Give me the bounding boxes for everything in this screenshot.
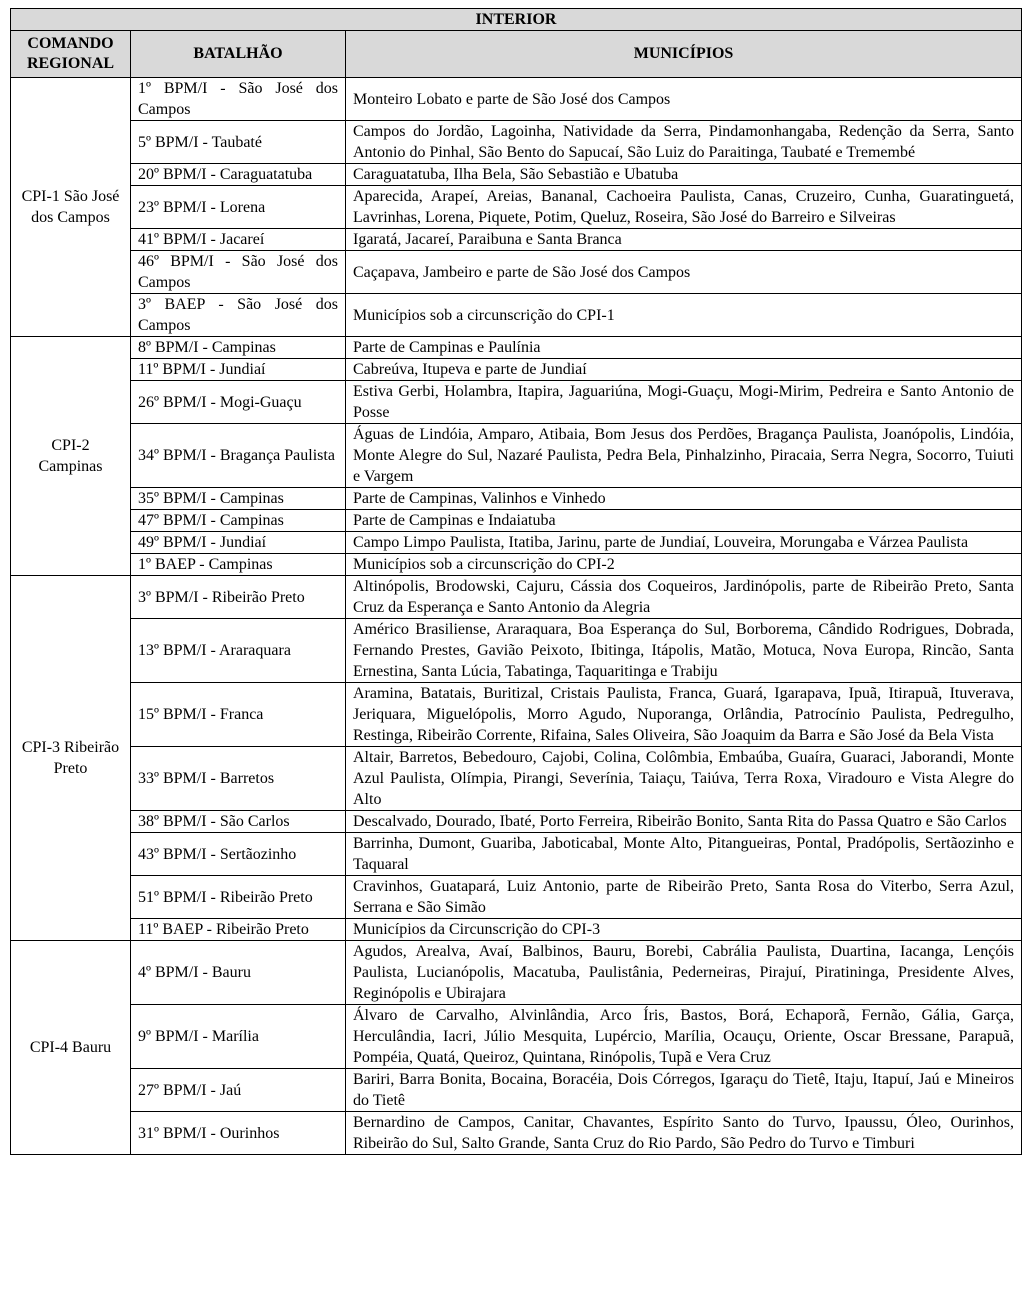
municipios-cell: Aparecida, Arapeí, Areias, Bananal, Cach…	[345, 185, 1022, 229]
interior-table: INTERIOR COMANDO REGIONAL BATALHÃO MUNIC…	[10, 8, 1022, 1155]
header-municipios: MUNICÍPIOS	[345, 30, 1022, 78]
batalhao-cell: 15º BPM/I - Franca	[130, 682, 346, 747]
batalhao-cell: 13º BPM/I - Araraquara	[130, 618, 346, 683]
table-row: CPI-4 Bauru 4º BPM/I - Bauru Agudos, Areal…	[10, 940, 1022, 1155]
table-body: CPI-1 São José dos Campos 1º BPM/I - São …	[10, 77, 1022, 1155]
table-row: 3º BAEP - São José dos Campos Municípios …	[11, 293, 1022, 337]
batalhao-cell: 35º BPM/I - Campinas	[130, 487, 346, 510]
municipios-cell: Municípios da Circunscrição do CPI-3	[345, 918, 1022, 941]
batalhao-cell: 27º BPM/I - Jaú	[130, 1068, 346, 1112]
municipios-cell: Américo Brasiliense, Araraquara, Boa Esp…	[345, 618, 1022, 683]
batalhao-cell: 1º BAEP - Campinas	[130, 553, 346, 576]
regional-command: CPI-1 São José dos Campos	[10, 77, 131, 337]
municipios-cell: Altair, Barretos, Bebedouro, Cajobi, Col…	[345, 746, 1022, 811]
batalhao-cell: 5º BPM/I - Taubaté	[130, 120, 346, 164]
table-row: 51º BPM/I - Ribeirão Preto Cravinhos, Gua…	[11, 875, 1022, 919]
table-row: 27º BPM/I - Jaú Bariri, Barra Bonita, Boc…	[11, 1068, 1022, 1112]
table-row: 41º BPM/I - Jacareí Igaratá, Jacareí, Par…	[11, 228, 1022, 251]
municipios-cell: Altinópolis, Brodowski, Cajuru, Cássia d…	[345, 575, 1022, 619]
municipios-cell: Descalvado, Dourado, Ibaté, Porto Ferrei…	[345, 810, 1022, 833]
batalhao-cell: 38º BPM/I - São Carlos	[130, 810, 346, 833]
table-row: 5º BPM/I - Taubaté Campos do Jordão, Lago…	[11, 120, 1022, 164]
table-row: 33º BPM/I - Barretos Altair, Barretos, Be…	[11, 746, 1022, 811]
batalhao-cell: 3º BAEP - São José dos Campos	[130, 293, 346, 337]
table-row: CPI-2 Campinas 8º BPM/I - Campinas Parte d…	[10, 336, 1022, 576]
municipios-cell: Barrinha, Dumont, Guariba, Jaboticabal, …	[345, 832, 1022, 876]
batalhao-cell: 51º BPM/I - Ribeirão Preto	[130, 875, 346, 919]
municipios-cell: Campo Limpo Paulista, Itatiba, Jarinu, p…	[345, 531, 1022, 554]
table-row: 9º BPM/I - Marília Álvaro de Carvalho, Al…	[11, 1004, 1022, 1069]
municipios-cell: Parte de Campinas e Indaiatuba	[345, 509, 1022, 532]
table-row: 20º BPM/I - Caraguatatuba Caraguatatuba, …	[11, 163, 1022, 186]
table-row: 26º BPM/I - Mogi-Guaçu Estiva Gerbi, Hola…	[11, 380, 1022, 424]
table-row: 35º BPM/I - Campinas Parte de Campinas, V…	[11, 487, 1022, 510]
municipios-cell: Caçapava, Jambeiro e parte de São José d…	[345, 250, 1022, 294]
batalhao-cell: 41º BPM/I - Jacareí	[130, 228, 346, 251]
municipios-cell: Monteiro Lobato e parte de São José dos …	[345, 77, 1022, 121]
batalhao-cell: 9º BPM/I - Marília	[130, 1004, 346, 1069]
municipios-cell: Campos do Jordão, Lagoinha, Natividade d…	[345, 120, 1022, 164]
table-row: 13º BPM/I - Araraquara Américo Brasiliens…	[11, 618, 1022, 683]
batalhao-cell: 49º BPM/I - Jundiaí	[130, 531, 346, 554]
table-row: 47º BPM/I - Campinas Parte de Campinas e …	[11, 509, 1022, 532]
municipios-cell: Parte de Campinas e Paulínia	[345, 336, 1022, 359]
batalhao-cell: 34º BPM/I - Bragança Paulista	[130, 423, 346, 488]
table-row: 11º BAEP - Ribeirão Preto Municípios da C…	[11, 918, 1022, 941]
batalhao-cell: 23º BPM/I - Lorena	[130, 185, 346, 229]
municipios-cell: Cabreúva, Itupeva e parte de Jundiaí	[345, 358, 1022, 381]
table-row: 43º BPM/I - Sertãozinho Barrinha, Dumont,…	[11, 832, 1022, 876]
batalhao-cell: 11º BAEP - Ribeirão Preto	[130, 918, 346, 941]
batalhao-cell: 3º BPM/I - Ribeirão Preto	[130, 575, 346, 619]
municipios-cell: Cravinhos, Guatapará, Luiz Antonio, part…	[345, 875, 1022, 919]
batalhao-cell: 31º BPM/I - Ourinhos	[130, 1111, 346, 1155]
batalhao-cell: 11º BPM/I - Jundiaí	[130, 358, 346, 381]
batalhao-cell: 43º BPM/I - Sertãozinho	[130, 832, 346, 876]
table-row: CPI-1 São José dos Campos 1º BPM/I - São …	[10, 77, 1022, 337]
municipios-cell: Álvaro de Carvalho, Alvinlândia, Arco Ír…	[345, 1004, 1022, 1069]
table-row: 11º BPM/I - Jundiaí Cabreúva, Itupeva e p…	[11, 358, 1022, 381]
table-row: CPI-3 Ribeirão Preto 3º BPM/I - Ribeirão …	[10, 575, 1022, 941]
table-row: 1º BAEP - Campinas Municípios sob a circu…	[11, 553, 1022, 576]
header-batalhao: BATALHÃO	[130, 30, 346, 78]
table-title: INTERIOR	[10, 8, 1022, 31]
batalhao-cell: 4º BPM/I - Bauru	[130, 940, 346, 1005]
municipios-cell: Caraguatatuba, Ilha Bela, São Sebastião …	[345, 163, 1022, 186]
municipios-cell: Agudos, Arealva, Avaí, Balbinos, Bauru, …	[345, 940, 1022, 1005]
municipios-cell: Municípios sob a circunscrição do CPI-1	[345, 293, 1022, 337]
header-comando-regional: COMANDO REGIONAL	[10, 30, 131, 78]
table-row: 49º BPM/I - Jundiaí Campo Limpo Paulista,…	[11, 531, 1022, 554]
municipios-cell: Bariri, Barra Bonita, Bocaina, Boracéia,…	[345, 1068, 1022, 1112]
regional-command: CPI-2 Campinas	[10, 336, 131, 576]
municipios-cell: Parte de Campinas, Valinhos e Vinhedo	[345, 487, 1022, 510]
table-row: 46º BPM/I - São José dos Campos Caçapava,…	[11, 250, 1022, 294]
batalhao-cell: 8º BPM/I - Campinas	[130, 336, 346, 359]
table-row: 15º BPM/I - Franca Aramina, Batatais, Bur…	[11, 682, 1022, 747]
batalhao-cell: 33º BPM/I - Barretos	[130, 746, 346, 811]
batalhao-cell: 46º BPM/I - São José dos Campos	[130, 250, 346, 294]
regional-command: CPI-4 Bauru	[10, 940, 131, 1155]
table-row: 34º BPM/I - Bragança Paulista Águas de Li…	[11, 423, 1022, 488]
batalhao-cell: 20º BPM/I - Caraguatatuba	[130, 163, 346, 186]
table-row: 38º BPM/I - São Carlos Descalvado, Dourad…	[11, 810, 1022, 833]
municipios-cell: Águas de Lindóia, Amparo, Atibaia, Bom J…	[345, 423, 1022, 488]
municipios-cell: Estiva Gerbi, Holambra, Itapira, Jaguari…	[345, 380, 1022, 424]
batalhao-cell: 1º BPM/I - São José dos Campos	[130, 77, 346, 121]
municipios-cell: Aramina, Batatais, Buritizal, Cristais P…	[345, 682, 1022, 747]
batalhao-cell: 47º BPM/I - Campinas	[130, 509, 346, 532]
table-row: 31º BPM/I - Ourinhos Bernardino de Campos…	[11, 1111, 1022, 1155]
municipios-cell: Municípios sob a circunscrição do CPI-2	[345, 553, 1022, 576]
regional-command: CPI-3 Ribeirão Preto	[10, 575, 131, 941]
batalhao-cell: 26º BPM/I - Mogi-Guaçu	[130, 380, 346, 424]
table-row: 23º BPM/I - Lorena Aparecida, Arapeí, Are…	[11, 185, 1022, 229]
municipios-cell: Bernardino de Campos, Canitar, Chavantes…	[345, 1111, 1022, 1155]
municipios-cell: Igaratá, Jacareí, Paraibuna e Santa Bran…	[345, 228, 1022, 251]
